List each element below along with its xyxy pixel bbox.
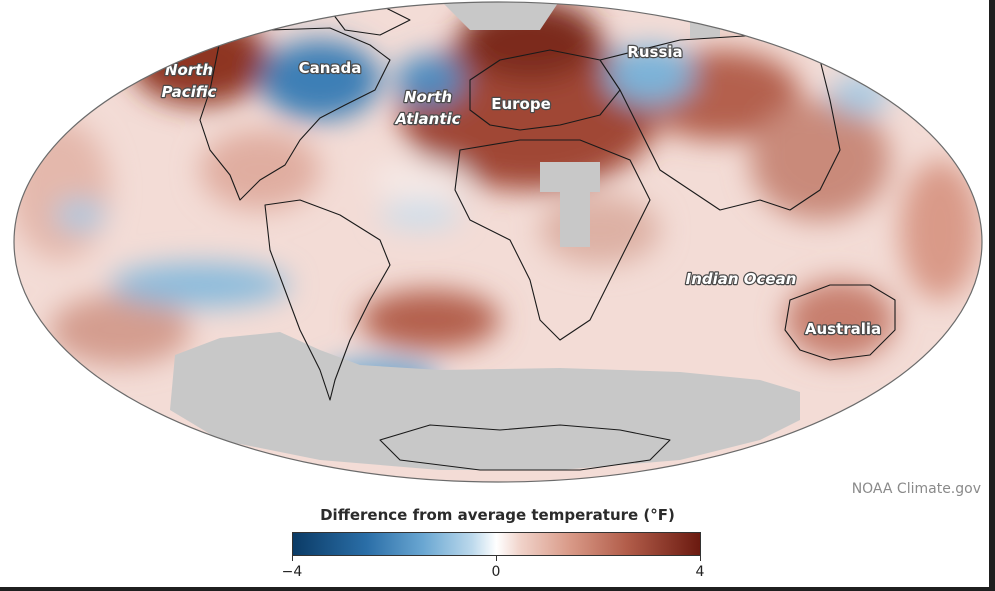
warm-australia (785, 280, 895, 360)
label-russia: Russia (627, 43, 682, 61)
world-map: North Pacific Canada North Atlantic Euro… (13, 1, 983, 483)
warm-south-atlantic (360, 290, 500, 350)
warm-europe (400, 30, 660, 190)
cool-west-pacific (55, 200, 105, 230)
label-europe: Europe (491, 95, 551, 113)
legend-tick-mark-min (292, 556, 293, 561)
label-canada: Canada (299, 59, 362, 77)
europe-outline (469, 49, 621, 131)
warm-far-east-pacific (900, 160, 980, 300)
region-labels: North Pacific Canada North Atlantic Euro… (160, 42, 882, 339)
globe-outline (13, 1, 983, 483)
no-data-regions (170, 2, 800, 470)
central-africa-no-data (560, 192, 590, 247)
label-indian-ocean: Indian Ocean (686, 270, 797, 288)
arctic-no-data (440, 2, 560, 30)
south-america-outline (264, 199, 391, 401)
warm-east-asia (750, 100, 890, 220)
credit-text: NOAA Climate.gov (851, 481, 981, 497)
warm-south-pacific (50, 295, 190, 365)
label-australia: Australia (805, 320, 881, 338)
legend-colorbar (292, 532, 701, 556)
label-north-pacific-2: Pacific (162, 83, 217, 101)
warm-east-africa (540, 195, 660, 265)
cool-canada (260, 40, 380, 120)
australia-outline (784, 284, 896, 361)
antarctica-outline (379, 424, 671, 471)
cool-east-pacific (110, 263, 290, 307)
anomaly-field: North Pacific Canada North Atlantic Euro… (14, 2, 982, 482)
window-edge-bottom (0, 587, 995, 591)
sahara-no-data (540, 162, 600, 192)
warm-north-america-south (200, 130, 320, 210)
legend-tick-mid: 0 (491, 564, 501, 580)
cool-tropical-atlantic (380, 203, 460, 227)
cool-north-atlantic (395, 55, 465, 105)
antarctica-no-data (170, 332, 800, 470)
legend-title: Difference from average temperature (°F) (320, 506, 675, 524)
continent-outlines (199, 4, 896, 471)
legend-tick-max: 4 (695, 564, 705, 580)
window-edge-right (989, 0, 995, 591)
cool-russia (605, 45, 695, 105)
label-north-atlantic-2: Atlantic (394, 110, 460, 128)
neutral-mid-atlantic (370, 160, 470, 200)
africa-outline (454, 139, 651, 341)
legend-tick-mark-mid (496, 556, 497, 561)
legend-tick-min: −4 (281, 564, 303, 580)
label-north-atlantic-1: North (404, 88, 452, 106)
label-north-pacific-1: North (165, 61, 213, 79)
legend-tick-mark-max (700, 556, 701, 561)
north-america-outline (199, 27, 391, 201)
